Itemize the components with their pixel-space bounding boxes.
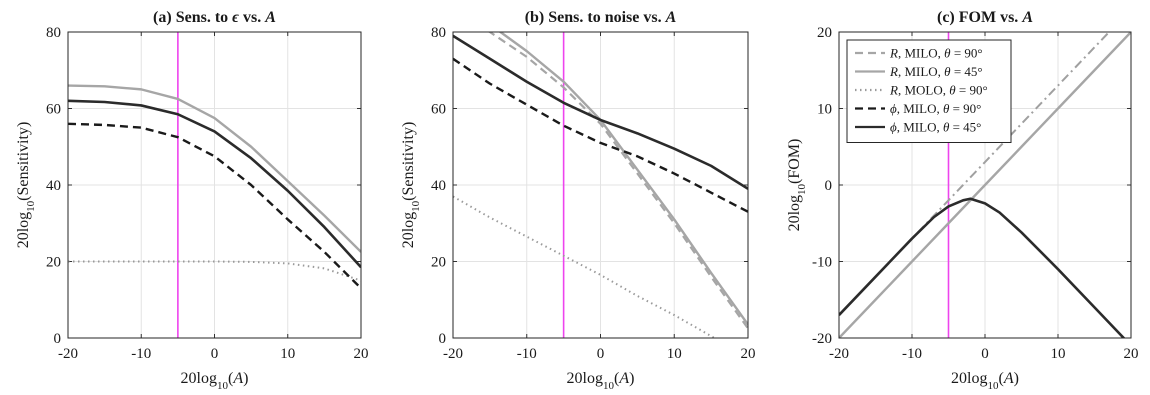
series-line-3	[839, 197, 1126, 338]
x-tick-label: 0	[981, 346, 989, 362]
y-axis-label: 20log10(Sensitivity)	[15, 122, 37, 249]
axes-box	[67, 31, 362, 339]
legend: R, MILO, θ = 90° R, MILO, θ = 45° R, MOLO,…	[846, 39, 1012, 143]
y-tick-label: 80	[46, 25, 61, 41]
chart-title: (b) Sens. to noise vs. A	[525, 9, 677, 26]
x-axis-label: 20log10(A)	[951, 370, 1019, 392]
chart-title: (c) FOM vs. A	[937, 9, 1033, 26]
chart-panel-2: -20 -10 0 10 20 0 20 40 60 80 (b) Sens. to noise v…	[400, 9, 756, 392]
y-tick-label: 40	[431, 178, 446, 194]
y-axis-label: 20log10(FOM)	[786, 139, 808, 232]
y-tick-label: -20	[812, 331, 832, 347]
y-tick-label: 20	[46, 255, 61, 271]
series-line-3	[453, 195, 717, 338]
x-tick-label: -20	[829, 346, 849, 362]
legend-entry: R, MILO, θ = 45°	[889, 64, 983, 79]
x-tick-label: -10	[131, 346, 151, 362]
series-line-2	[839, 32, 1131, 338]
y-tick-label: 20	[431, 255, 446, 271]
x-tick-label: -20	[443, 346, 463, 362]
y-axis-label: 20log10(Sensitivity)	[400, 122, 422, 249]
series-line-4	[68, 99, 361, 269]
legend-box	[846, 39, 1012, 143]
y-tick-label: 40	[46, 178, 61, 194]
x-tick-label: -10	[517, 346, 537, 362]
y-tick-label: 60	[46, 102, 61, 118]
y-tick-label: 10	[817, 102, 832, 118]
x-axis-label: 20log10(A)	[181, 370, 249, 392]
legend-entry: ϕ, MILO, θ = 45°	[890, 120, 981, 135]
x-tick-label: -20	[58, 346, 78, 362]
series-line-1	[487, 32, 748, 330]
x-tick-label: 10	[667, 346, 682, 362]
legend-entry: R, MILO, θ = 90°	[889, 46, 983, 61]
x-tick-label: -10	[902, 346, 922, 362]
legend-entry: R, MOLO, θ = 90°	[889, 83, 988, 98]
y-tick-label: 60	[431, 102, 446, 118]
series-line-1	[68, 84, 361, 253]
axes-box	[838, 31, 1132, 339]
y-tick-label: -10	[812, 255, 832, 271]
y-tick-label: 0	[439, 331, 447, 347]
series-line-4	[453, 57, 748, 213]
chart-panel-3: -20 -10 0 10 20 -20 -10 0 10 20 (c) FOM vs. A 20log…	[786, 9, 1139, 392]
x-tick-label: 10	[1051, 346, 1066, 362]
y-tick-label: 0	[54, 331, 62, 347]
x-axis-label: 20log10(A)	[567, 370, 635, 392]
x-tick-label: 0	[597, 346, 605, 362]
x-tick-label: 0	[211, 346, 219, 362]
x-tick-label: 20	[741, 346, 756, 362]
y-tick-label: 20	[817, 25, 832, 41]
series-line-2	[68, 260, 361, 282]
axes-box	[452, 31, 749, 339]
chart-panel-1: -20 -10 0 10 20 0 20 40 60 80 (a) Sens. to ϵ vs. A…	[15, 9, 369, 392]
chart-title: (a) Sens. to ϵ vs. A	[153, 9, 276, 26]
x-tick-label: 10	[280, 346, 295, 362]
x-tick-label: 20	[354, 346, 369, 362]
series-line-5	[453, 34, 748, 190]
legend-entry: ϕ, MILO, θ = 90°	[890, 101, 981, 116]
y-tick-label: 0	[825, 178, 833, 194]
x-tick-label: 20	[1124, 346, 1139, 362]
y-tick-label: 80	[431, 25, 446, 41]
